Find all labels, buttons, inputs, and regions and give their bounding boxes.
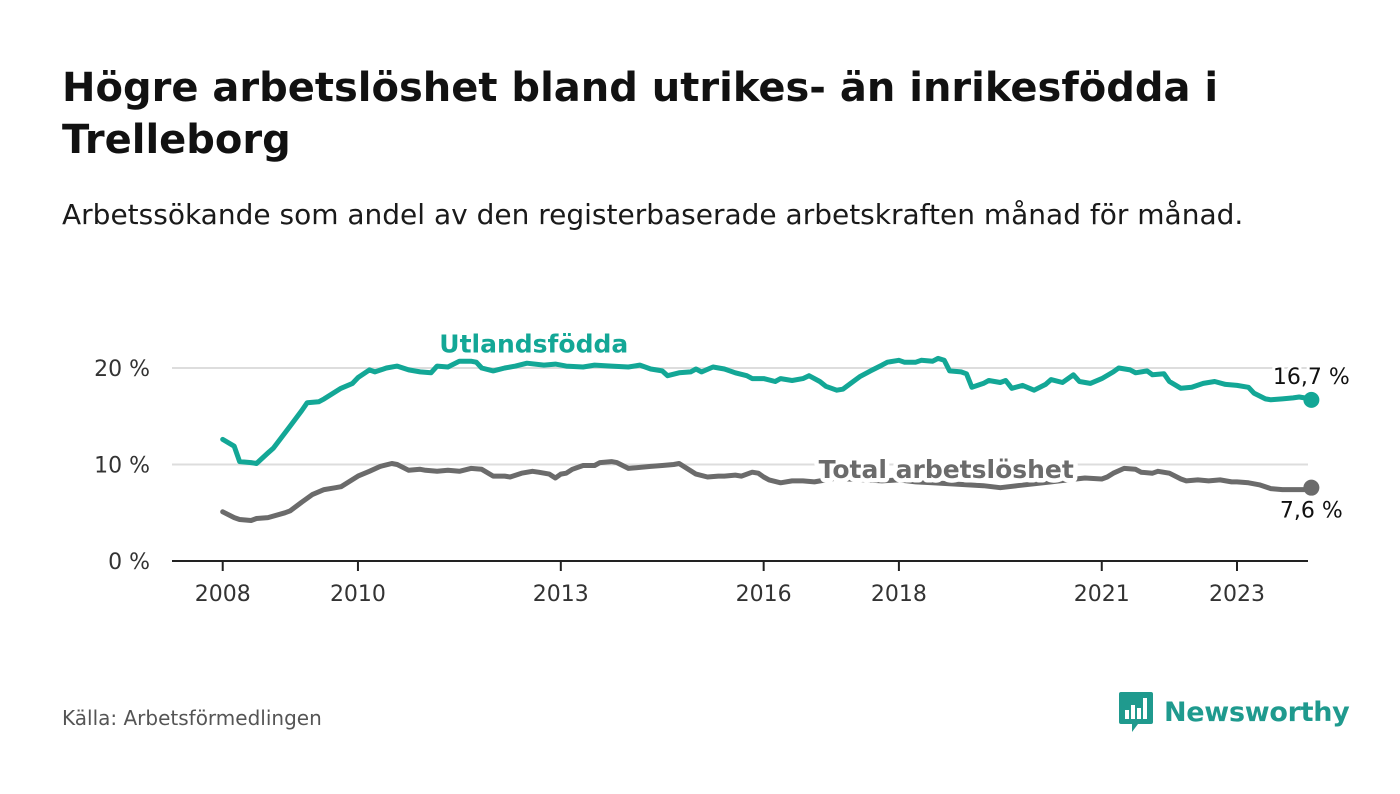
series-end-point [1303,479,1320,496]
x-axis-ticks: 2008 2010 2013 2016 2018 2021 2023 [195,561,1265,607]
y-axis-ticks: 0 % 10 % 20 % [94,357,150,575]
x-tick-label: 2018 [871,582,927,607]
series-line-total [220,459,1314,523]
x-tick-label: 2016 [736,582,792,607]
x-tick-label: 2010 [330,582,386,607]
chart-title: Högre arbetslöshet bland utrikes- än inr… [62,65,1219,163]
newsworthy-logo-icon [1119,692,1153,732]
x-tick-label: 2013 [533,582,589,607]
series-lines [220,355,1320,523]
source-note: Källa: Arbetsförmedlingen [62,706,322,730]
y-tick-label: 20 % [94,357,150,382]
x-tick-label: 2023 [1209,582,1265,607]
series-end-label: 7,6 % [1280,499,1343,524]
series-labels: 16,7 % 7,6 % Utlandsfödda Total arbetslöshe… [435,325,1353,527]
series-annotation: Utlandsfödda [439,330,628,359]
series-annotation: Total arbetslöshet [819,455,1074,484]
newsworthy-logo[interactable]: Newsworthy [1118,690,1350,734]
y-tick-label: 10 % [94,454,150,479]
chart-subtitle: Arbetssökande som andel av den registerb… [62,198,1244,231]
x-tick-label: 2021 [1074,582,1130,607]
x-tick-label: 2008 [195,582,251,607]
series-end-point [1303,391,1320,408]
series-line-utlandsfodda [220,355,1314,466]
y-tick-label: 0 % [108,550,150,575]
gridlines [172,367,1308,562]
newsworthy-logo-text: Newsworthy [1164,696,1350,728]
series-end-label: 16,7 % [1273,365,1350,390]
